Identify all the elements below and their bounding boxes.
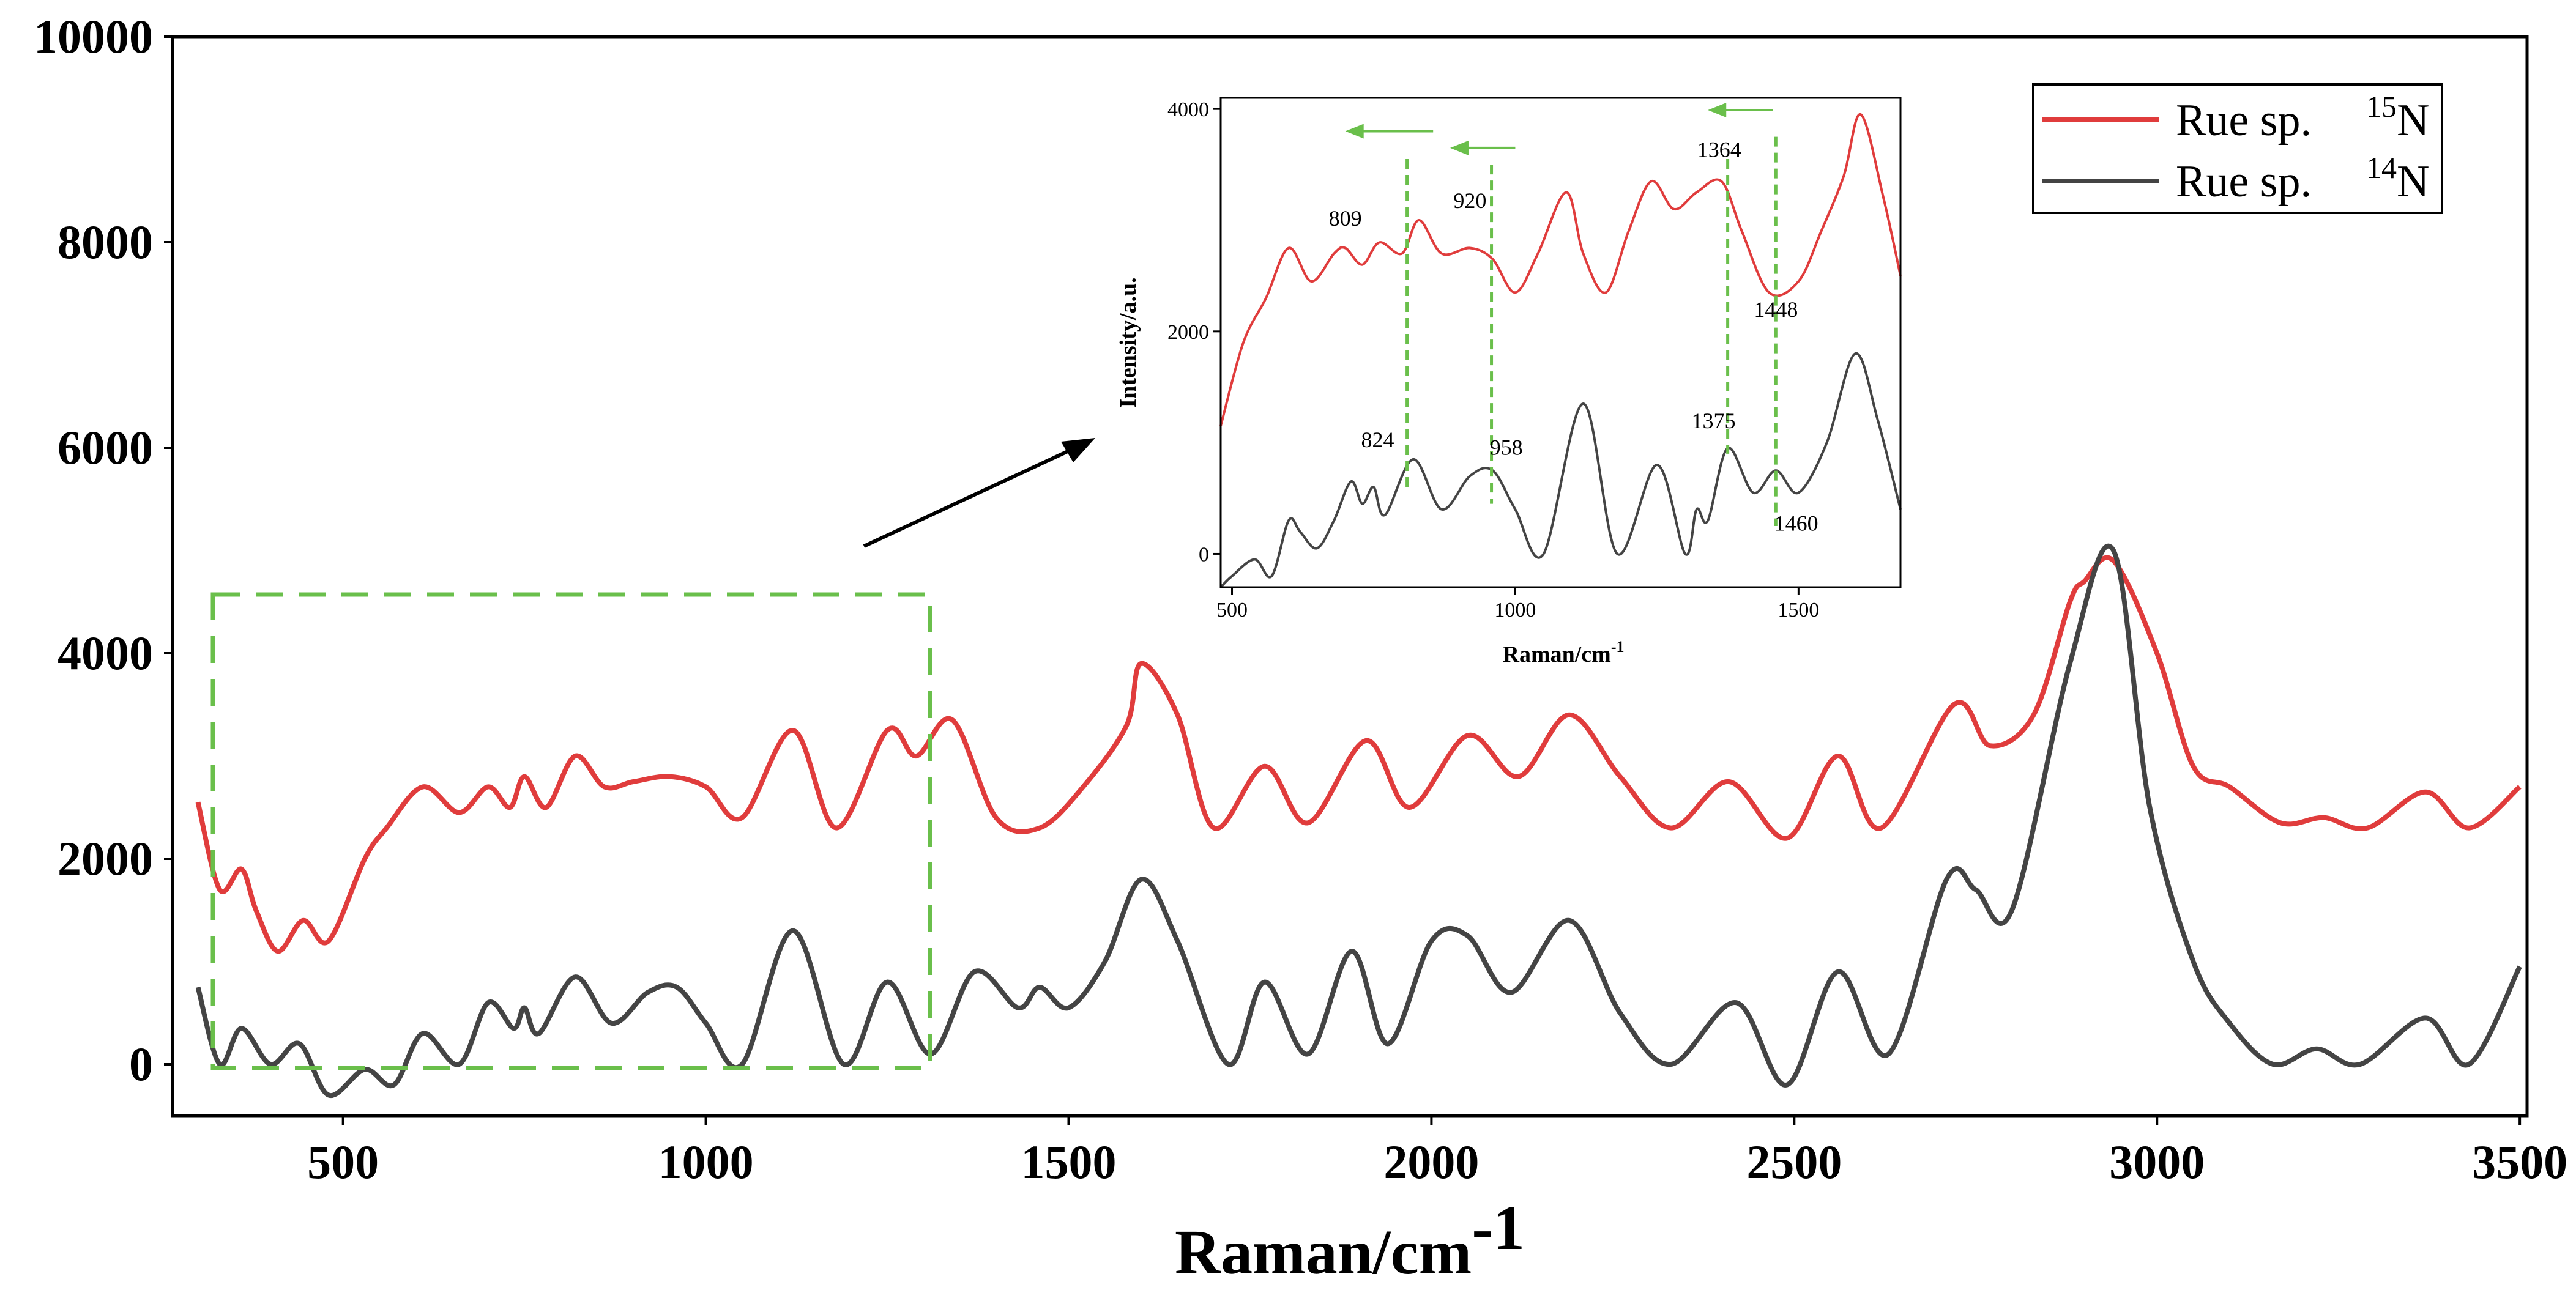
zoom-arrow-head — [1061, 438, 1095, 462]
main-x-ticks: 500 1000 1500 2000 2500 3000 3500 — [307, 1116, 2567, 1188]
inset-x-ticks: 500 1000 1500 — [1216, 587, 1819, 621]
legend: Rue sp. 15N Rue sp. 14N — [2032, 83, 2443, 214]
legend-box — [2032, 83, 2443, 214]
main-y-tick-label: 8000 — [58, 215, 153, 269]
inset-x-axis-label: Raman/cm-1 — [1503, 638, 1625, 667]
inset-y-tick-label: 2000 — [1167, 321, 1209, 344]
legend-label-15n: Rue sp. 15N — [2176, 89, 2429, 146]
main-x-axis-label: Raman/cm-1 — [1175, 1193, 1525, 1288]
inset-peak-labels: 809 920 1364 1448 824 958 1375 1460 — [1329, 137, 1818, 535]
inset-y-ticks: 0 2000 4000 — [1167, 98, 1221, 566]
series-line-15n — [195, 555, 2522, 954]
main-x-tick-label: 2000 — [1383, 1135, 1479, 1188]
zoom-region-box — [210, 592, 932, 1070]
inset-peak-label: 1460 — [1774, 511, 1818, 535]
main-x-tick-label: 1500 — [1021, 1135, 1116, 1188]
inset-peak-label: 809 — [1329, 206, 1362, 231]
inset-shift-arrow-head — [1345, 124, 1364, 139]
inset-x-tick-label: 1500 — [1778, 599, 1819, 621]
main-y-tick-label: 4000 — [58, 626, 153, 680]
inset-series-line-15n — [1219, 113, 1902, 426]
inset-peak-label: 1375 — [1691, 409, 1735, 433]
inset-x-tick-label: 500 — [1216, 599, 1248, 621]
inset-series-line-14n — [1219, 352, 1902, 588]
main-x-tick-label: 500 — [307, 1135, 379, 1188]
main-y-tick-label: 0 — [129, 1037, 153, 1091]
inset-shift-arrow-head — [1450, 140, 1469, 155]
main-plot-frame — [171, 35, 2529, 1118]
main-x-tick-label: 1000 — [658, 1135, 754, 1188]
inset-y-axis-label: Intensity/a.u. — [1115, 277, 1141, 407]
inset-peak-label: 958 — [1490, 436, 1523, 460]
inset-peak-label: 1364 — [1697, 137, 1741, 161]
main-x-tick-label: 2500 — [1746, 1135, 1842, 1188]
main-y-tick-label: 10000 — [34, 10, 153, 63]
main-series-lines — [195, 543, 2522, 1098]
inset-series-lines — [1219, 113, 1902, 588]
legend-label-14n: Rue sp. 14N — [2176, 150, 2429, 207]
series-line-14n — [195, 543, 2522, 1098]
inset-background — [1221, 98, 1900, 587]
inset-plot: 809 920 1364 1448 824 958 1375 1460 0 2000 4000 5… — [1115, 97, 1902, 667]
inset-y-tick-label: 0 — [1199, 543, 1209, 566]
main-x-tick-label: 3000 — [2109, 1135, 2205, 1188]
inset-y-tick-label: 4000 — [1167, 98, 1209, 121]
main-y-tick-label: 2000 — [58, 832, 153, 885]
main-y-ticks: 0 2000 4000 6000 8000 10000 — [34, 10, 173, 1091]
zoom-arrow-shaft — [863, 445, 1079, 548]
inset-frame — [1219, 97, 1902, 588]
inset-peak-label: 824 — [1361, 428, 1394, 452]
main-y-tick-label: 6000 — [58, 421, 153, 474]
main-x-tick-label: 3500 — [2472, 1135, 2567, 1188]
inset-shift-arrow-head — [1708, 103, 1727, 117]
inset-guide-lines — [1345, 103, 1778, 526]
inset-peak-label: 1448 — [1754, 297, 1798, 322]
inset-peak-label: 920 — [1453, 188, 1486, 213]
inset-x-tick-label: 1000 — [1494, 599, 1536, 621]
